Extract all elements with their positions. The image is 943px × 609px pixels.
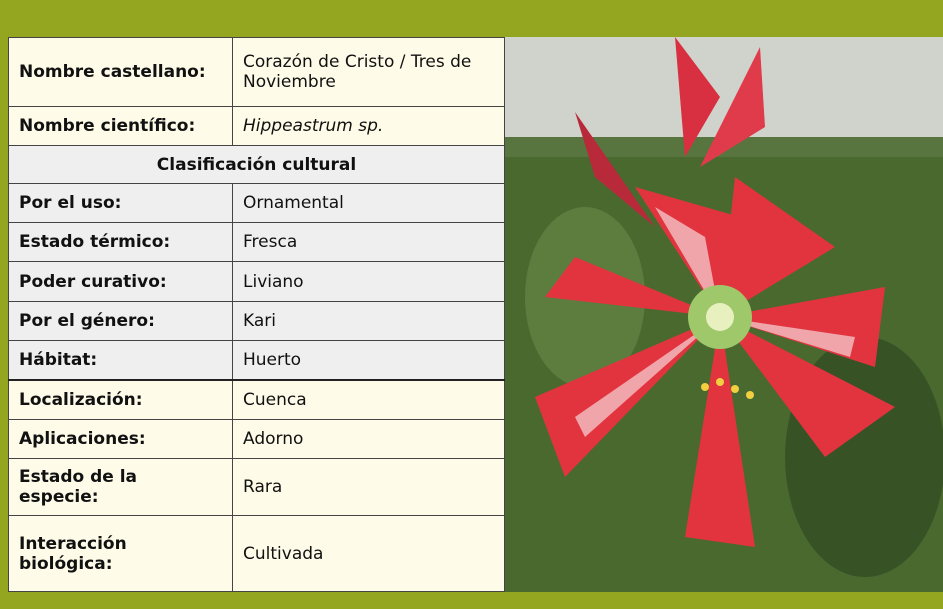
value: Corazón de Cristo / Tres de Noviembre (232, 37, 505, 107)
row: Por el uso: Ornamental (8, 183, 505, 223)
value: Hippeastrum sp. (232, 106, 505, 146)
row: Nombre castellano: Corazón de Cristo / Tr… (8, 37, 505, 107)
label: Hábitat: (8, 340, 233, 381)
row: Estado de la especie: Rara (8, 458, 505, 516)
label: Aplicaciones: (8, 419, 233, 459)
value: Ornamental (232, 183, 505, 223)
flower-photo (505, 37, 943, 592)
value: Cultivada (232, 515, 505, 592)
value: Cuenca (232, 379, 505, 420)
label: Por el uso: (8, 183, 233, 223)
label: Estado de la especie: (8, 458, 233, 516)
row: Interacción biológica: Cultivada (8, 515, 505, 592)
section-title: Clasificación cultural (8, 145, 505, 184)
label: Interacción biológica: (8, 515, 233, 592)
label: Localización: (8, 379, 233, 420)
row: Localización: Cuenca (8, 379, 505, 420)
value: Rara (232, 458, 505, 516)
value: Huerto (232, 340, 505, 381)
label: Por el género: (8, 301, 233, 341)
label: Estado térmico: (8, 222, 233, 262)
row: Estado térmico: Fresca (8, 222, 505, 262)
value: Adorno (232, 419, 505, 459)
label: Nombre castellano: (8, 37, 233, 107)
label: Poder curativo: (8, 261, 233, 302)
value: Liviano (232, 261, 505, 302)
value: Fresca (232, 222, 505, 262)
value: Kari (232, 301, 505, 341)
row: Nombre científico: Hippeastrum sp. (8, 106, 505, 146)
label: Nombre científico: (8, 106, 233, 146)
row: Aplicaciones: Adorno (8, 419, 505, 459)
plant-table: Nombre castellano: Corazón de Cristo / Tr… (8, 37, 505, 592)
row: Por el género: Kari (8, 301, 505, 341)
row: Poder curativo: Liviano (8, 261, 505, 302)
row: Hábitat: Huerto (8, 340, 505, 381)
section-row: Clasificación cultural (8, 145, 505, 184)
